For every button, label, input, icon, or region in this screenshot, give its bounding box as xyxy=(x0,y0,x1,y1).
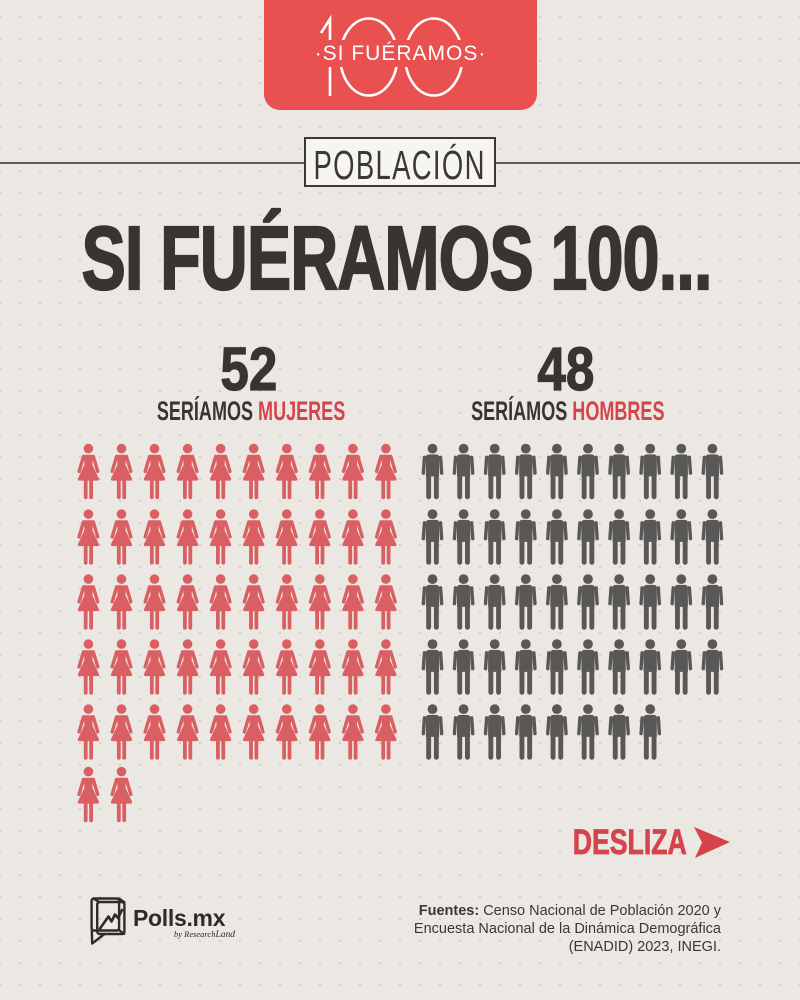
svg-text:Polls.mx: Polls.mx xyxy=(133,905,226,931)
svg-text:by ResearchLand: by ResearchLand xyxy=(174,929,235,940)
